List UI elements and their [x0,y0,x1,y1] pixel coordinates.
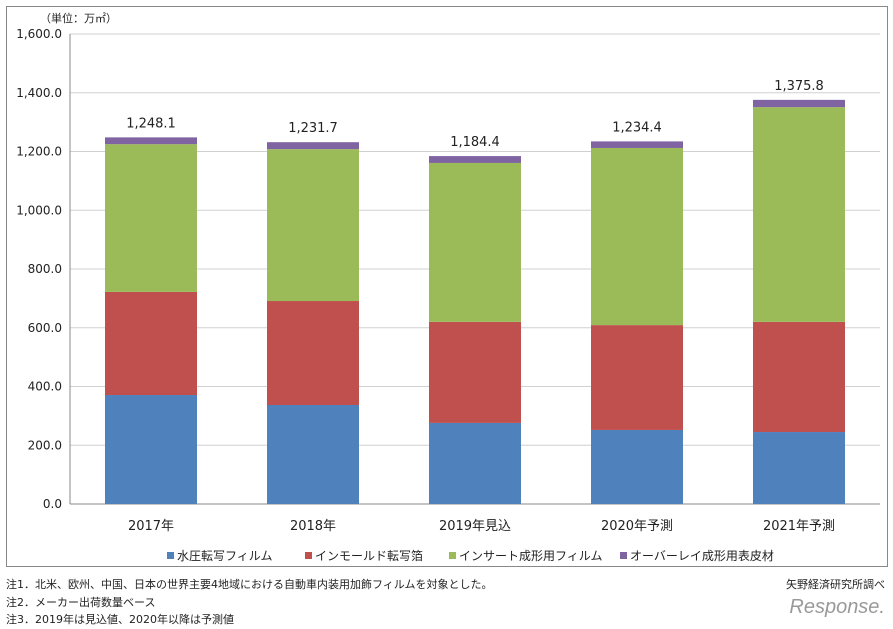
bar-segment [429,162,521,322]
y-tick-label: 600.0 [28,321,62,335]
bar-segment [591,147,683,326]
bar-segment [753,321,845,433]
bar-segment [267,142,359,150]
x-tick-label: 2018年 [290,519,336,534]
bar-segment [591,429,683,504]
bar-segment [267,149,359,302]
y-tick-label: 1,400.0 [16,86,62,100]
y-tick-label: 800.0 [28,262,62,276]
note-2: 注2．メーカー出荷数量ベース [6,596,156,609]
bar-segment [429,321,521,423]
x-tick-label: 2021年予測 [763,519,835,534]
bar-segment [591,141,683,148]
y-tick-label: 400.0 [28,380,62,394]
legend-label: インサート成形用フィルム [459,549,603,563]
total-label: 1,184.4 [450,135,500,150]
y-tick-label: 1,200.0 [16,145,62,159]
y-tick-label: 200.0 [28,438,62,452]
bar-segment [429,156,521,163]
total-label: 1,375.8 [774,79,824,94]
total-label: 1,234.4 [612,120,662,135]
legend-label: オーバーレイ成形用表皮材 [630,549,774,563]
legend-label: インモールド転写箔 [315,548,423,563]
bar-segment [105,144,197,292]
stacked-bar-chart: （単位：万㎡） 0.0 200.0 400.0 600.0 800.0 1,000.0 1,2… [16,11,880,563]
unit-label: （単位：万㎡） [40,11,117,25]
x-tick-label: 2017年 [128,519,174,534]
bar-segment [105,137,197,145]
legend-label: 水圧転写フィルム [177,549,273,563]
note-1: 注1．北米、欧州、中国、日本の世界主要4地域における自動車内装用加飾フィルムを対… [6,578,493,591]
bar-segment [105,291,197,396]
bar-segment [429,422,521,504]
legend-swatch [449,552,456,559]
legend-swatch [620,552,627,559]
x-tick-label: 2019年見込 [439,519,511,534]
source-credit: 矢野経済研究所調べ [786,578,885,591]
response-logo: Response. [789,596,885,618]
bar-segment [591,325,683,430]
x-tick-label: 2020年予測 [601,519,673,534]
bar-segment [105,395,197,504]
legend-swatch [167,552,174,559]
y-tick-label: 0.0 [43,497,62,511]
legend-swatch [305,552,312,559]
total-label: 1,248.1 [126,116,176,131]
bar-segment [753,432,845,504]
bar-segment [267,405,359,504]
bar-segment [753,99,845,108]
bar-segment [753,107,845,322]
total-label: 1,231.7 [288,121,338,136]
y-tick-label: 1,000.0 [16,203,62,217]
note-3: 注3．2019年は見込値、2020年以降は予測値 [6,613,234,626]
chart-frame [6,6,888,567]
bar-segment [267,301,359,406]
y-tick-label: 1,600.0 [16,27,62,41]
